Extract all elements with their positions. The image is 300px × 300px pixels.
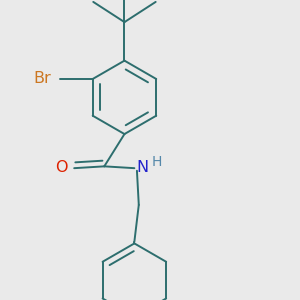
Text: N: N (136, 160, 148, 175)
Text: Br: Br (33, 71, 51, 86)
Text: O: O (55, 160, 67, 175)
Text: H: H (152, 155, 162, 170)
